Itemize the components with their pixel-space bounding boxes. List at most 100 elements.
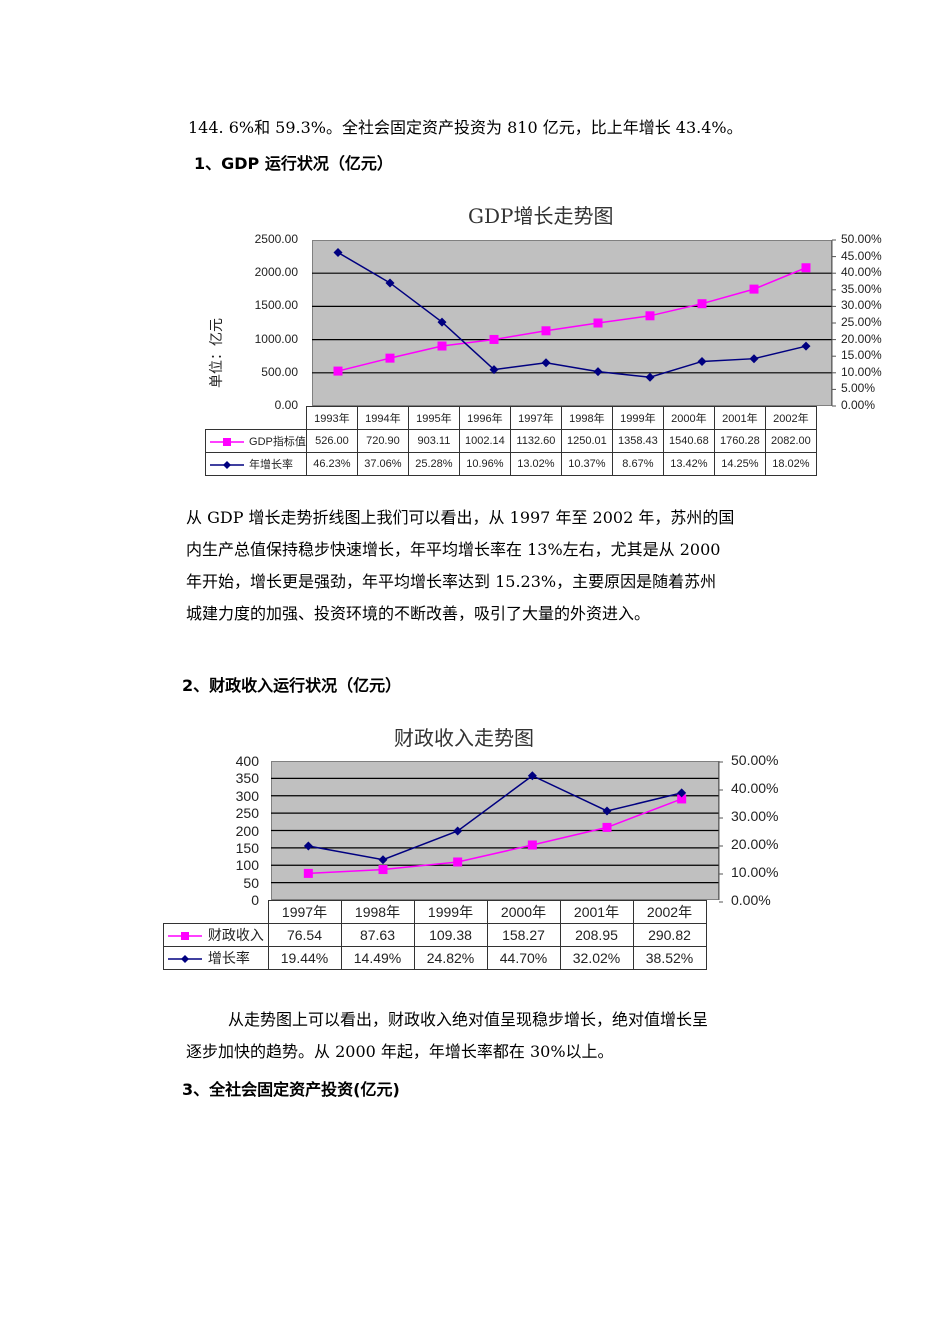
intro-text: 144. 6%和 59.3%。全社会固定资产投资为 810 亿元，比上年增长 4… — [188, 118, 743, 137]
y-tick-label: 500.00 — [261, 364, 298, 379]
y2-tick-label: 35.00% — [841, 281, 882, 296]
finance-chart-title: 财政收入走势图 — [394, 726, 534, 750]
square-marker-icon — [645, 311, 655, 321]
series-line — [337, 251, 807, 378]
table-cell: 720.90 — [356, 429, 409, 453]
diamond-marker-icon — [697, 356, 707, 366]
table-cell: 109.38 — [413, 923, 488, 947]
square-marker-icon — [593, 318, 603, 328]
table-cell: 13.02% — [509, 452, 562, 476]
y2-tick-label: 0.00% — [841, 398, 876, 412]
paragraph-line: 逐步加快的趋势。从 2000 年起，年增长率都在 30%以上。 — [186, 1042, 614, 1061]
square-marker-icon — [303, 868, 313, 878]
table-cell: 1358.43 — [611, 429, 664, 453]
square-marker-icon — [378, 865, 388, 875]
square-marker-icon — [677, 794, 687, 804]
table-cell: 208.95 — [559, 923, 634, 947]
y2-tick-label: 40.00% — [731, 780, 779, 796]
table-cell: 903.11 — [407, 429, 460, 453]
table-cell: 13.42% — [662, 452, 715, 476]
y2-tick-label: 30.00% — [841, 298, 882, 313]
paragraph-line: 城建力度的加强、投资环境的不断改善，吸引了大量的外资进入。 — [186, 604, 651, 623]
diamond-marker-icon — [527, 771, 537, 781]
table-cell: 38.52% — [632, 946, 707, 970]
diamond-legend-icon — [210, 461, 244, 470]
square-marker-icon — [527, 840, 537, 850]
diamond-marker-icon — [333, 248, 343, 258]
table-row: 财政收入 76.54 87.63 109.38 158.27 208.95 290.82 — [163, 923, 707, 947]
y2-tick-label: 15.00% — [841, 348, 882, 363]
table-cell: 24.82% — [413, 946, 488, 970]
table-cell: 25.28% — [407, 452, 460, 476]
diamond-marker-icon — [749, 354, 759, 364]
category-header: 2002年 — [632, 900, 707, 924]
y-tick-label: 50 — [243, 874, 259, 891]
square-marker-icon — [453, 857, 463, 867]
table-cell: 37.06% — [356, 452, 409, 476]
series-line — [308, 774, 682, 861]
table-cell: 8.67% — [611, 452, 664, 476]
square-marker-icon — [749, 284, 759, 294]
y2-tick-label: 40.00% — [841, 265, 882, 280]
table-row: 增长率 19.44% 14.49% 24.82% 44.70% 32.02% 38.52% — [163, 946, 707, 970]
table-cell: 10.37% — [560, 452, 613, 476]
category-header: 1999年 — [413, 900, 488, 924]
diamond-marker-icon — [801, 341, 811, 351]
legend-entry: 财政收入 — [163, 923, 269, 947]
square-marker-icon — [602, 822, 612, 832]
square-marker-icon — [437, 341, 447, 351]
y2-tick-label: 10.00% — [841, 364, 882, 379]
table-cell: 1540.68 — [662, 429, 715, 453]
category-header: 1997年 — [267, 900, 342, 924]
diamond-marker-icon — [437, 317, 447, 327]
series-line — [308, 798, 682, 875]
category-header: 1996年 — [458, 406, 511, 430]
y-tick-label: 2500.00 — [254, 232, 298, 246]
y-tick-label: 350 — [235, 770, 259, 787]
diamond-marker-icon — [385, 278, 395, 288]
table-cell: 290.82 — [632, 923, 707, 947]
table-cell: 158.27 — [486, 923, 561, 947]
y2-tick-label: 20.00% — [731, 836, 779, 852]
table-cell: 1760.28 — [713, 429, 766, 453]
legend-label: 财政收入 — [204, 927, 264, 943]
legend-label: 增长率 — [204, 950, 250, 966]
y-tick-label: 1000.00 — [254, 331, 298, 346]
table-row: 年增长率 46.23% 37.06% 25.28% 10.96% 13.02% 10.37%… — [205, 452, 817, 476]
y-tick-label: 2000.00 — [254, 265, 298, 280]
table-cell: 44.70% — [486, 946, 561, 970]
category-header: 1998年 — [340, 900, 415, 924]
square-marker-icon — [385, 353, 395, 363]
section2-paragraph: 从走势图上可以看出，财政收入绝对值呈现稳步增长，绝对值增长呈 逐步加快的趋势。从… — [186, 1004, 708, 1068]
diamond-marker-icon — [378, 855, 388, 865]
category-header: 1999年 — [611, 406, 664, 430]
category-header: 2001年 — [559, 900, 634, 924]
finance-chart: 财政收入走势图 400 350 300 250 200 150 100 50 0 50.00% 4… — [163, 726, 779, 970]
category-header: 1998年 — [560, 406, 613, 430]
category-header: 2000年 — [486, 900, 561, 924]
category-header: 1997年 — [509, 406, 562, 430]
y-tick-label: 150 — [235, 839, 259, 856]
diamond-marker-icon — [645, 372, 655, 382]
legend-entry: 增长率 — [163, 946, 269, 970]
diamond-marker-icon — [602, 806, 612, 816]
table-cell: 14.25% — [713, 452, 766, 476]
square-marker-icon — [697, 299, 707, 309]
square-legend-icon — [168, 932, 202, 941]
y2-tick-label: 10.00% — [731, 864, 779, 880]
y2-tick-label: 20.00% — [841, 331, 882, 346]
section2-heading: 2、财政收入运行状况（亿元） — [182, 676, 402, 695]
table-cell: 19.44% — [267, 946, 342, 970]
diamond-marker-icon — [489, 365, 499, 375]
y2-tick-label: 25.00% — [841, 315, 882, 329]
gdp-plot-lines — [312, 239, 836, 407]
y2-tick-label: 45.00% — [841, 248, 882, 263]
table-cell: 14.49% — [340, 946, 415, 970]
table-cell: 76.54 — [267, 923, 342, 947]
section1-paragraph: 从 GDP 增长走势折线图上我们可以看出，从 1997 年至 2002 年，苏州… — [186, 502, 734, 630]
diamond-legend-icon — [168, 955, 202, 964]
section1-heading: 1、GDP 运行状况（亿元） — [194, 154, 393, 173]
diamond-marker-icon — [541, 358, 551, 368]
category-header: 2001年 — [713, 406, 766, 430]
section3-heading: 3、全社会固定资产投资(亿元) — [182, 1080, 400, 1099]
